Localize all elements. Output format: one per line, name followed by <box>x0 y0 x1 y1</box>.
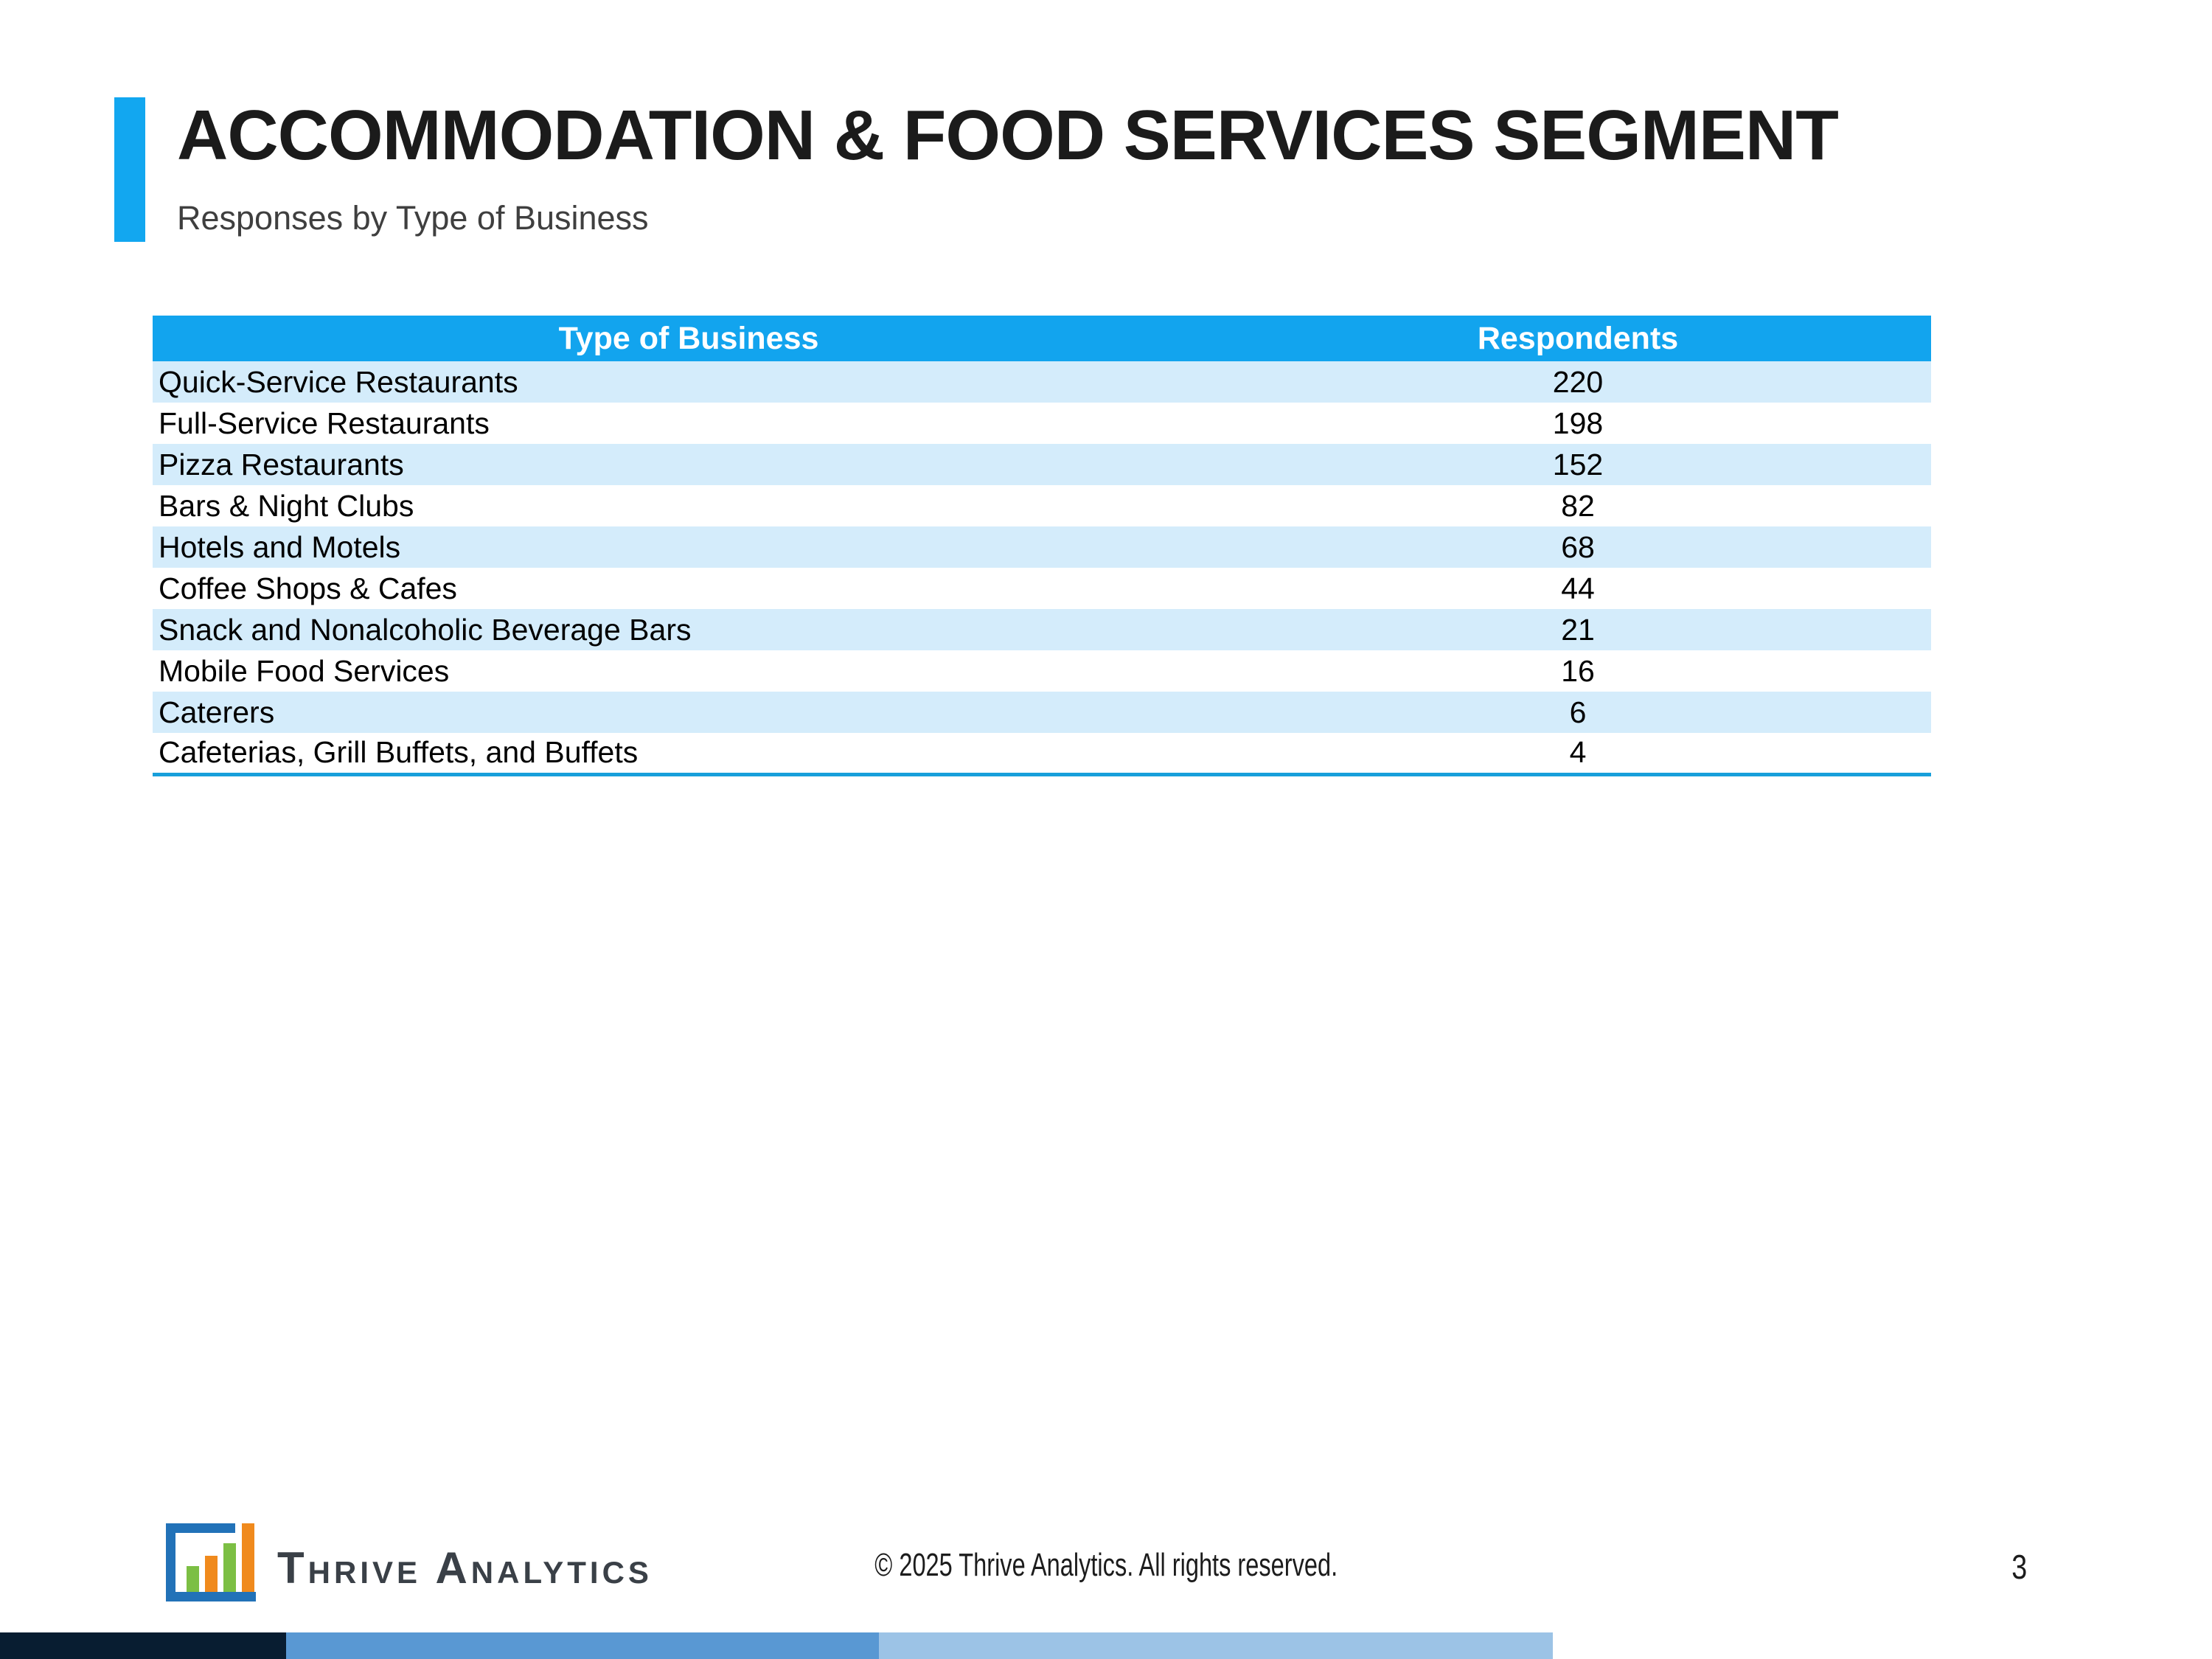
business-type-cell: Full-Service Restaurants <box>159 406 490 440</box>
business-type-cell: Caterers <box>159 695 275 729</box>
bottom-bar-segment-white <box>1553 1632 2212 1659</box>
page-subtitle: Responses by Type of Business <box>177 199 649 237</box>
business-type-cell: Coffee Shops & Cafes <box>159 571 457 605</box>
business-type-cell: Cafeterias, Grill Buffets, and Buffets <box>159 735 639 770</box>
table-row: Coffee Shops & Cafes 44 <box>153 568 1931 609</box>
copyright-text-inner: © 2025 Thrive Analytics. All rights rese… <box>874 1547 1338 1583</box>
title-accent-bar <box>114 97 145 242</box>
table-row: Caterers 6 <box>153 692 1931 733</box>
respondents-cell: 44 <box>1561 571 1595 605</box>
business-type-cell: Pizza Restaurants <box>159 447 404 481</box>
page-title: ACCOMMODATION & FOOD SERVICES SEGMENT <box>177 96 1839 175</box>
bottom-bar-segment-medium <box>286 1632 879 1659</box>
respondents-cell: 220 <box>1552 364 1604 399</box>
respondents-cell: 82 <box>1561 488 1595 523</box>
column-header-respondents: Respondents <box>1225 316 1931 361</box>
table-row: Mobile Food Services 16 <box>153 650 1931 692</box>
table-row: Hotels and Motels 68 <box>153 526 1931 568</box>
page-number: 3 <box>2010 1547 2029 1587</box>
respondents-cell: 68 <box>1561 529 1595 564</box>
table-row: Pizza Restaurants 152 <box>153 444 1931 485</box>
business-type-cell: Snack and Nonalcoholic Beverage Bars <box>159 612 692 647</box>
respondents-table: Type of Business Respondents Quick-Servi… <box>153 316 1931 776</box>
respondents-cell: 6 <box>1569 695 1587 729</box>
table-header-row: Type of Business Respondents <box>153 316 1931 361</box>
business-type-cell: Hotels and Motels <box>159 529 401 564</box>
respondents-cell: 198 <box>1552 406 1604 440</box>
table-row: Snack and Nonalcoholic Beverage Bars 21 <box>153 609 1931 650</box>
table-row: Full-Service Restaurants 198 <box>153 403 1931 444</box>
table-row: Bars & Night Clubs 82 <box>153 485 1931 526</box>
column-header-type-of-business: Type of Business <box>153 316 1225 361</box>
page-number-inner: 3 <box>2011 1548 2028 1586</box>
business-type-cell: Bars & Night Clubs <box>159 488 414 523</box>
business-type-cell: Quick-Service Restaurants <box>159 364 518 399</box>
table-row: Cafeterias, Grill Buffets, and Buffets 4 <box>153 733 1931 774</box>
respondents-cell: 152 <box>1552 447 1604 481</box>
respondents-cell: 4 <box>1569 735 1587 770</box>
thrive-analytics-bar-chart-logo-icon <box>166 1523 256 1601</box>
copyright-text: © 2025 Thrive Analytics. All rights rese… <box>0 1547 2212 1584</box>
bottom-bar-segment-dark <box>0 1632 286 1659</box>
respondents-cell: 16 <box>1561 653 1595 688</box>
table-row: Quick-Service Restaurants 220 <box>153 361 1931 403</box>
bottom-decorative-bar <box>0 1632 2212 1659</box>
respondents-cell: 21 <box>1561 612 1595 647</box>
bottom-bar-segment-light <box>879 1632 1553 1659</box>
thrive-analytics-wordmark: Thrive Analytics <box>277 1543 653 1593</box>
business-type-cell: Mobile Food Services <box>159 653 450 688</box>
